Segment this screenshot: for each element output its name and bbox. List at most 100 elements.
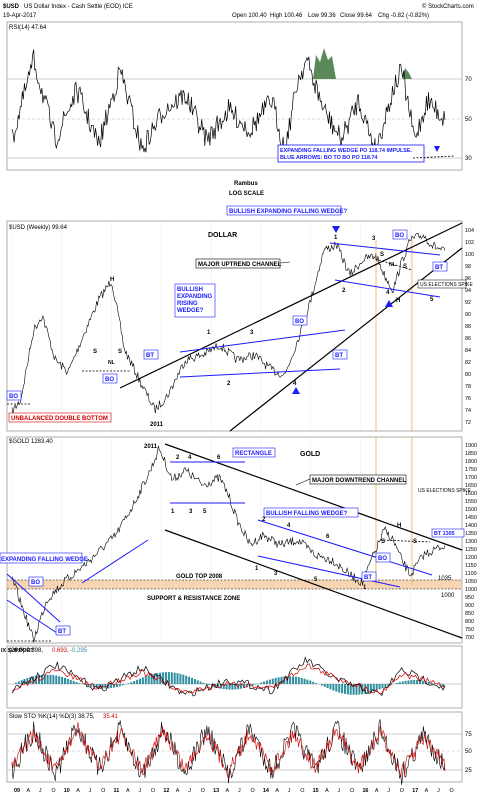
macd-bar: [309, 680, 312, 684]
gold-bfw-box: [263, 507, 359, 518]
macd-bar: [413, 680, 416, 684]
macd-bar: [404, 680, 407, 684]
gold-tick-1800: 1800: [465, 459, 477, 465]
usd-bt-3: BT: [435, 265, 443, 271]
gold-bo-box-2: [375, 552, 391, 563]
x-tick-4: 10: [64, 788, 70, 794]
gold-bt-1305-box: [431, 528, 465, 538]
macd-bar: [320, 684, 323, 686]
macd-bar: [424, 681, 427, 684]
macd-bar: [231, 684, 234, 690]
macd-bar: [266, 680, 268, 684]
usd-efw-label-box: [226, 205, 342, 216]
macd-bar: [280, 676, 283, 684]
usd-arrow-up-2: [385, 300, 393, 307]
macd-bar: [150, 674, 153, 684]
macd-bar: [17, 681, 20, 684]
x-tick-13: A: [176, 788, 180, 794]
macd-bar: [358, 684, 361, 695]
macd-bar: [52, 675, 55, 684]
x-tick-3: O: [51, 788, 55, 794]
gold-efw-label: EXPANDING FALLING WEDGE: [1, 557, 88, 563]
macd-bar: [303, 678, 306, 684]
gold-rect-label-box: [232, 447, 276, 458]
usd-tick-100: 100: [465, 252, 474, 258]
gold-bo-1: BO: [31, 580, 40, 586]
macd-bar: [323, 684, 326, 687]
gold-tick-1200: 1200: [465, 555, 477, 561]
gold-bo-2: BO: [378, 556, 387, 562]
macd-bar: [55, 675, 58, 684]
gold-tick-700: 700: [465, 635, 474, 641]
x-tick-17: A: [226, 788, 230, 794]
gold-efw-2008-top: [81, 539, 149, 584]
macd-bar: [89, 684, 92, 687]
usd-s-2: S: [118, 349, 122, 355]
macd-bar: [202, 682, 205, 684]
gold-tick-1900: 1900: [465, 443, 477, 449]
usd-h-2: H: [396, 298, 400, 304]
usd-tick-98: 98: [465, 264, 471, 270]
gold-s-1: S: [381, 539, 385, 545]
usd-bt-box-2: [332, 349, 348, 360]
macd-bar: [170, 672, 173, 684]
x-tick-35: O: [450, 788, 454, 794]
macd-bar: [87, 684, 90, 686]
ticker: $USD: [3, 4, 20, 10]
rsi-panel-frame: [6, 21, 463, 171]
macd-bar: [369, 684, 372, 693]
gold-year-2011: 2011: [144, 444, 158, 450]
x-tick-5: A: [76, 788, 80, 794]
macd-bar: [113, 684, 115, 688]
x-tick-1: A: [26, 788, 30, 794]
gold-tick-1100: 1100: [465, 571, 477, 577]
usd-spike-label: US ELECTIONS SPIKE: [420, 282, 473, 288]
macd-bar: [115, 684, 118, 687]
gold-rect-4: 4: [188, 455, 192, 461]
gold-tick-1750: 1750: [465, 467, 477, 473]
macd-bar: [222, 684, 225, 690]
macd-bar: [297, 677, 300, 684]
gold-tick-1500: 1500: [465, 507, 477, 513]
macd-bar: [69, 679, 72, 684]
macd-label-c: -0.295: [70, 648, 88, 654]
gold-tick-1150: 1150: [465, 563, 477, 569]
macd-bar: [84, 684, 87, 685]
macd-bar: [58, 676, 61, 684]
macd-bar: [214, 684, 217, 688]
usd-rising-1: BULLISH: [177, 287, 203, 293]
macd-bar: [300, 677, 303, 684]
sto-d-line: [11, 722, 446, 780]
macd-bar: [127, 683, 130, 684]
gold-bfw-1: 1: [255, 566, 259, 572]
macd-bar: [193, 679, 196, 684]
x-tick-27: O: [350, 788, 354, 794]
usd-spike-box: [417, 279, 467, 289]
macd-bar: [95, 684, 98, 688]
x-tick-6: J: [89, 788, 92, 794]
usd-bo-3: BO: [295, 319, 304, 325]
x-tick-0: 09: [14, 788, 20, 794]
macd-label-b: 0.693,: [52, 648, 69, 654]
usd-nl-2: NL: [389, 262, 396, 268]
usd-price-line: [11, 233, 446, 415]
usd-tick-92: 92: [465, 300, 471, 306]
macd-bar: [64, 677, 66, 684]
gold-rect-1: 1: [171, 509, 175, 515]
usd-efw-label: BULLISH EXPANDING FALLING WEDGE?: [229, 209, 348, 215]
scale-label: LOG SCALE: [229, 191, 264, 197]
usd-title: DOLLAR: [208, 232, 237, 239]
x-tick-31: O: [400, 788, 404, 794]
gold-label: $GOLD 1283.40: [9, 439, 53, 445]
usd-uptrend-lower: [229, 247, 463, 432]
macd-bar: [196, 680, 199, 684]
usd-channel-label-box: [195, 258, 281, 269]
gold-tick-1250: 1250: [465, 547, 477, 553]
macd-bar: [26, 678, 29, 684]
usd-bo-1: BO: [9, 394, 18, 400]
usd-arrow-up-1: [292, 387, 300, 394]
macd-bar: [326, 684, 329, 689]
gold-efw-box: [0, 552, 83, 564]
gold-1000: 1000: [441, 593, 455, 599]
x-tick-32: 17: [412, 788, 418, 794]
